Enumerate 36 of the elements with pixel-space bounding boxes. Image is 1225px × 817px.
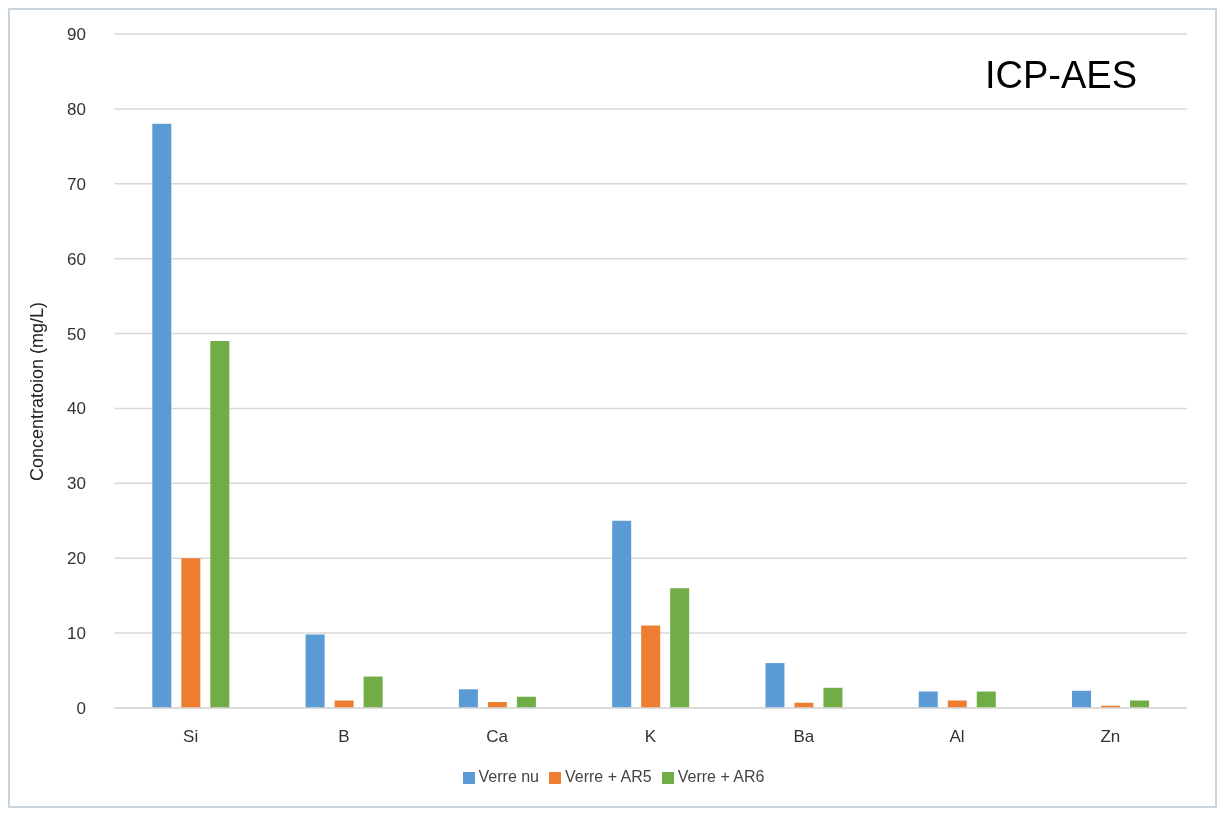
y-tick-label: 60 <box>67 249 86 269</box>
bar <box>976 691 996 708</box>
bar <box>918 691 938 708</box>
bar <box>670 588 690 708</box>
x-tick-label: Ba <box>793 727 815 747</box>
y-tick-label: 70 <box>67 174 86 194</box>
y-tick-label: 20 <box>67 549 86 569</box>
bar <box>612 520 632 708</box>
bar <box>1072 690 1092 708</box>
legend-label: Verre + AR6 <box>677 768 765 785</box>
y-tick-label: 10 <box>67 624 86 644</box>
bar <box>210 341 230 708</box>
x-tick-label: Si <box>183 727 199 747</box>
x-tick-label: K <box>644 727 657 747</box>
bar <box>181 558 201 708</box>
bar <box>823 687 843 708</box>
bar <box>305 634 325 708</box>
bar <box>641 625 661 708</box>
y-tick-label: 50 <box>67 324 86 344</box>
x-tick-label: Ca <box>486 727 509 747</box>
bar <box>363 676 383 708</box>
x-tick-label: Zn <box>1100 727 1121 747</box>
y-tick-label: 80 <box>67 99 86 119</box>
y-tick-label: 30 <box>67 474 86 494</box>
y-tick-label: 0 <box>76 699 86 719</box>
bar <box>765 663 785 708</box>
legend-label: Verre nu <box>478 768 540 785</box>
legend-label: Verre + AR5 <box>565 768 652 785</box>
x-tick-label: B <box>338 727 350 747</box>
y-axis-title: Concentratoion (mg/L) <box>27 301 48 481</box>
x-tick-label: Al <box>949 727 965 747</box>
bar <box>458 689 478 708</box>
y-tick-label: 40 <box>67 399 86 419</box>
annotation: ICP-AES <box>984 54 1137 97</box>
y-tick-label: 90 <box>67 25 86 45</box>
bar <box>152 123 172 708</box>
